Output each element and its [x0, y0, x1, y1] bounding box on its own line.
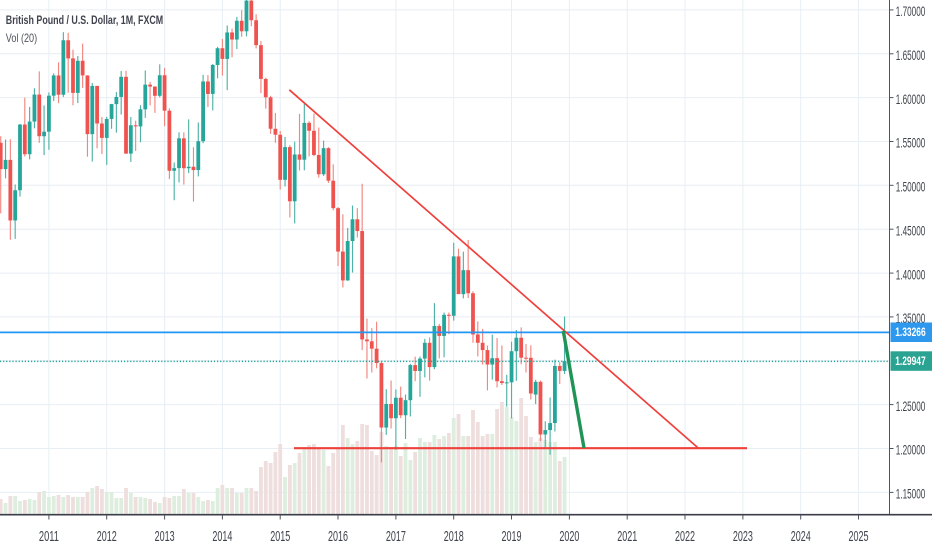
svg-text:2017: 2017 — [386, 528, 406, 545]
svg-text:1.60000: 1.60000 — [896, 91, 926, 107]
svg-text:1.33266: 1.33266 — [895, 327, 926, 339]
svg-text:2018: 2018 — [444, 528, 464, 545]
svg-text:2019: 2019 — [502, 528, 522, 545]
svg-text:2016: 2016 — [328, 528, 348, 545]
svg-text:2015: 2015 — [270, 528, 290, 545]
svg-text:2013: 2013 — [155, 528, 175, 545]
svg-text:Vol (20): Vol (20) — [6, 32, 37, 45]
svg-text:2022: 2022 — [675, 528, 695, 545]
svg-text:2025: 2025 — [849, 528, 869, 545]
svg-text:1.55000: 1.55000 — [896, 135, 926, 151]
svg-text:1.40000: 1.40000 — [896, 266, 926, 282]
svg-text:1.50000: 1.50000 — [896, 179, 926, 195]
svg-text:2011: 2011 — [39, 528, 59, 545]
svg-text:1.35000: 1.35000 — [896, 310, 926, 326]
svg-text:2023: 2023 — [733, 528, 753, 545]
svg-text:1.25000: 1.25000 — [896, 398, 926, 414]
svg-text:2021: 2021 — [617, 528, 637, 545]
svg-text:2020: 2020 — [559, 528, 579, 545]
svg-text:1.29947: 1.29947 — [895, 356, 926, 368]
svg-text:2014: 2014 — [212, 528, 232, 545]
svg-text:2024: 2024 — [791, 528, 811, 545]
svg-text:1.15000: 1.15000 — [896, 486, 926, 502]
svg-text:1.45000: 1.45000 — [896, 222, 926, 238]
svg-text:1.20000: 1.20000 — [896, 442, 926, 458]
svg-text:2012: 2012 — [97, 528, 117, 545]
svg-text:1.70000: 1.70000 — [896, 3, 926, 19]
svg-text:British Pound / U.S. Dollar, 1: British Pound / U.S. Dollar, 1M, FXCM — [6, 13, 163, 27]
svg-text:1.65000: 1.65000 — [896, 47, 926, 63]
